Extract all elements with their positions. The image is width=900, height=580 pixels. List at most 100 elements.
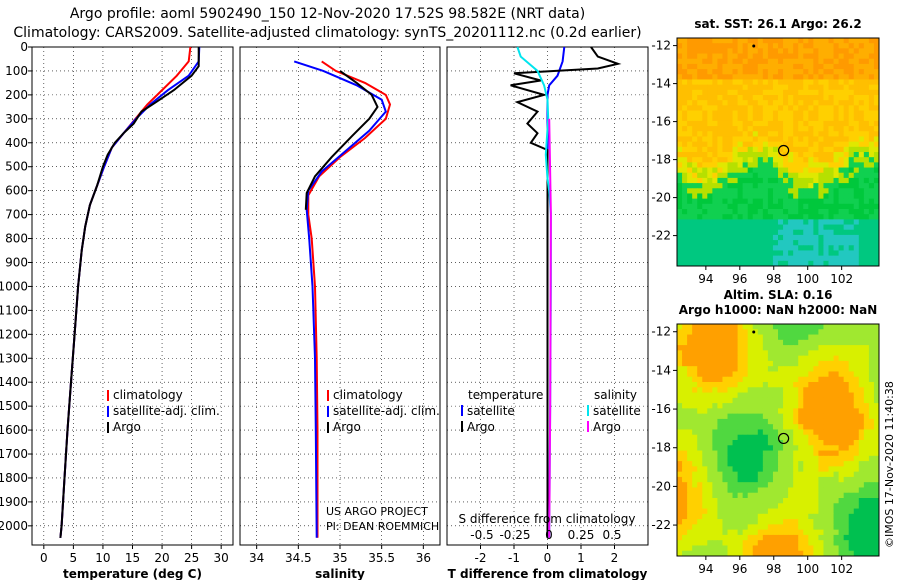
map-cell — [687, 461, 693, 467]
map-cell — [677, 209, 683, 215]
map-cell — [682, 260, 688, 267]
map-cell — [682, 334, 688, 341]
map-cell — [687, 131, 693, 137]
map-cell — [778, 550, 784, 557]
map-cell — [752, 519, 759, 525]
map-cell — [858, 38, 865, 44]
map-cell — [757, 397, 764, 404]
map-cell — [783, 240, 789, 246]
map-cell — [808, 177, 814, 184]
map-cell — [687, 183, 693, 189]
map-cell — [752, 214, 759, 220]
map-cell — [707, 345, 713, 351]
map-cell — [833, 136, 840, 143]
map-cell — [682, 519, 688, 525]
map-cell — [793, 524, 799, 531]
map-cell — [803, 136, 809, 143]
map-cell — [762, 345, 769, 351]
map-cell — [868, 498, 875, 504]
map-cell — [823, 450, 829, 457]
map-cell — [863, 53, 870, 60]
map-cell — [798, 429, 804, 436]
map-cell — [757, 172, 764, 179]
map-cell — [737, 466, 744, 473]
map-cell — [687, 392, 693, 399]
map-cell — [828, 376, 835, 383]
map-cell — [692, 324, 698, 330]
map-cell — [868, 136, 875, 143]
map-cell — [843, 434, 850, 441]
map-cell — [833, 334, 840, 341]
map-cell — [727, 38, 734, 44]
map-cell — [692, 508, 698, 515]
map-cell — [727, 492, 734, 499]
map-cell — [692, 234, 698, 241]
map-cell — [697, 461, 703, 467]
map-cell — [833, 167, 840, 174]
map-cell — [772, 234, 779, 241]
map-cell — [868, 209, 875, 215]
map-cell — [863, 355, 870, 362]
map-cell — [823, 234, 829, 241]
map-cell — [737, 471, 744, 478]
map-cell — [783, 126, 789, 132]
map-cell — [707, 95, 713, 101]
map-cell — [828, 177, 835, 184]
map-cell — [798, 329, 804, 336]
map-cell — [818, 387, 824, 394]
map-cell — [767, 450, 774, 457]
x-tick-label: 20 — [154, 551, 169, 565]
map-cell — [742, 100, 749, 106]
map-cell — [803, 508, 809, 515]
map-cell — [707, 397, 713, 404]
map-cell — [737, 408, 744, 415]
map-cell — [712, 234, 718, 241]
map-cell — [818, 445, 824, 452]
map-cell — [818, 519, 824, 525]
map-cell — [762, 371, 769, 378]
map-cell — [732, 329, 739, 336]
map-cell — [823, 503, 829, 510]
map-cell — [873, 466, 880, 473]
map-cell — [818, 418, 824, 425]
map-cell — [712, 152, 718, 158]
map-cell — [757, 366, 764, 372]
map-cell — [813, 519, 819, 525]
map-cell — [767, 193, 774, 200]
map-cell — [793, 397, 799, 404]
map-cell — [727, 229, 734, 236]
map-cell — [677, 219, 683, 226]
map-cell — [778, 105, 784, 112]
map-cell — [697, 519, 703, 525]
map-cell — [677, 250, 683, 257]
map-cell — [813, 540, 819, 546]
map-cell — [702, 408, 708, 415]
map-cell — [873, 95, 880, 101]
map-cell — [682, 424, 688, 430]
map-cell — [793, 84, 799, 91]
map-cell — [762, 360, 769, 367]
map-cell — [692, 471, 698, 478]
map-cell — [868, 461, 875, 467]
map-cell — [863, 508, 870, 515]
map-cell — [838, 260, 845, 267]
map-cell — [828, 188, 835, 194]
map-cell — [808, 545, 814, 552]
map-cell — [682, 550, 688, 557]
map-cell — [677, 371, 683, 378]
map-cell — [727, 540, 734, 546]
map-cell — [828, 126, 835, 132]
map-cell — [692, 392, 698, 399]
map-cell — [808, 461, 814, 467]
map-cell — [772, 508, 779, 515]
map-cell — [828, 89, 835, 96]
map-cell — [833, 382, 840, 388]
map-cell — [737, 397, 744, 404]
map-cell — [737, 162, 744, 169]
map-cell — [707, 471, 713, 478]
y-tick-label: 1500 — [0, 399, 28, 413]
map-cell — [737, 387, 744, 394]
map-cell — [828, 534, 835, 541]
map-cell — [853, 255, 860, 262]
map-cell — [702, 100, 708, 106]
